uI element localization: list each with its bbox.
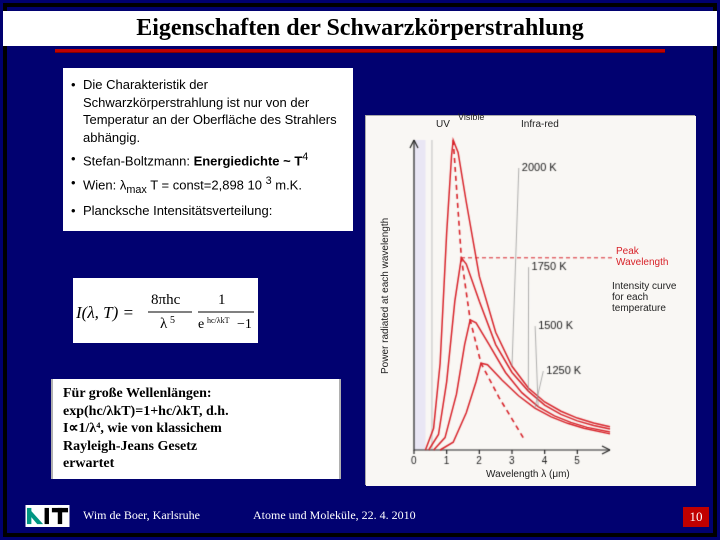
ylabel: Power radiated at each wavelength (380, 146, 391, 446)
svg-text:λ: λ (160, 316, 168, 332)
xlabel: Wavelength λ (μm) (486, 469, 570, 480)
footer-center: Atome und Moleküle, 22. 4. 2010 (253, 508, 416, 523)
label-uv: UV (436, 119, 450, 130)
kit-logo-icon (25, 505, 70, 527)
label-visible: Visible (458, 112, 484, 122)
page-number: 10 (683, 507, 709, 527)
label-infrared: Infra-red (521, 119, 559, 130)
slide-title: Eigenschaften der Schwarzkörperstrahlung (3, 11, 717, 46)
svg-text:−1: −1 (237, 317, 252, 332)
b2-pre: Stefan-Boltzmann: (83, 154, 194, 169)
blackbody-graph: UV Visible Infra-red Peak Wavelength Int… (365, 115, 695, 485)
bullet-stefan-boltzmann: Stefan-Boltzmann: Energiedichte ~ T4 (69, 150, 347, 170)
b3-sub: max (126, 184, 146, 196)
svg-text:8πhc: 8πhc (151, 292, 181, 308)
note-l3: I∝1/λ⁴, wie von klassichem (63, 420, 329, 438)
bullet-box: Die Charakteristik der Schwarzkörperstra… (63, 68, 353, 231)
note-l2: exp(hc/λkT)=1+hc/λkT, d.h. (63, 403, 329, 421)
bullet-planck: Plancksche Intensitätsverteilung: (69, 202, 347, 220)
b3-mid: T = const=2,898 10 (147, 177, 266, 192)
footer: Wim de Boer, Karlsruhe Atome und Molekül… (3, 499, 717, 531)
note-l4: Rayleigh-Jeans Gesetz (63, 438, 329, 456)
b2-bold: Energiedichte ~ T (194, 154, 303, 169)
b3-post: m.K. (272, 177, 302, 192)
svg-text:I(λ, T) =: I(λ, T) = (76, 303, 134, 322)
svg-text:5: 5 (170, 315, 175, 326)
note-l5: erwartet (63, 455, 329, 473)
approximation-note: Für große Wellenlängen: exp(hc/λkT)=1+hc… (51, 379, 341, 479)
footer-author: Wim de Boer, Karlsruhe (83, 508, 200, 523)
planck-equation: I(λ, T) = 8πhc λ 5 1 e hc/λkT −1 (73, 278, 258, 343)
title-underline-shadow (55, 52, 665, 53)
b3-pre: Wien: λ (83, 177, 126, 192)
label-peak: Peak Wavelength (616, 246, 690, 268)
label-intcurve: Intensity curve for each temperature (612, 281, 690, 314)
equation-svg: I(λ, T) = 8πhc λ 5 1 e hc/λkT −1 (76, 282, 256, 340)
svg-text:hc/λkT: hc/λkT (207, 316, 230, 325)
svg-text:e: e (198, 317, 204, 332)
b2-sup: 4 (302, 151, 308, 163)
note-l1: Für große Wellenlängen: (63, 385, 329, 403)
svg-text:1: 1 (218, 292, 226, 308)
slide: Eigenschaften der Schwarzkörperstrahlung… (0, 0, 720, 540)
bullet-characteristic: Die Charakteristik der Schwarzkörperstra… (69, 76, 347, 146)
bullet-wien: Wien: λmax T = const=2,898 10 3 m.K. (69, 174, 347, 198)
